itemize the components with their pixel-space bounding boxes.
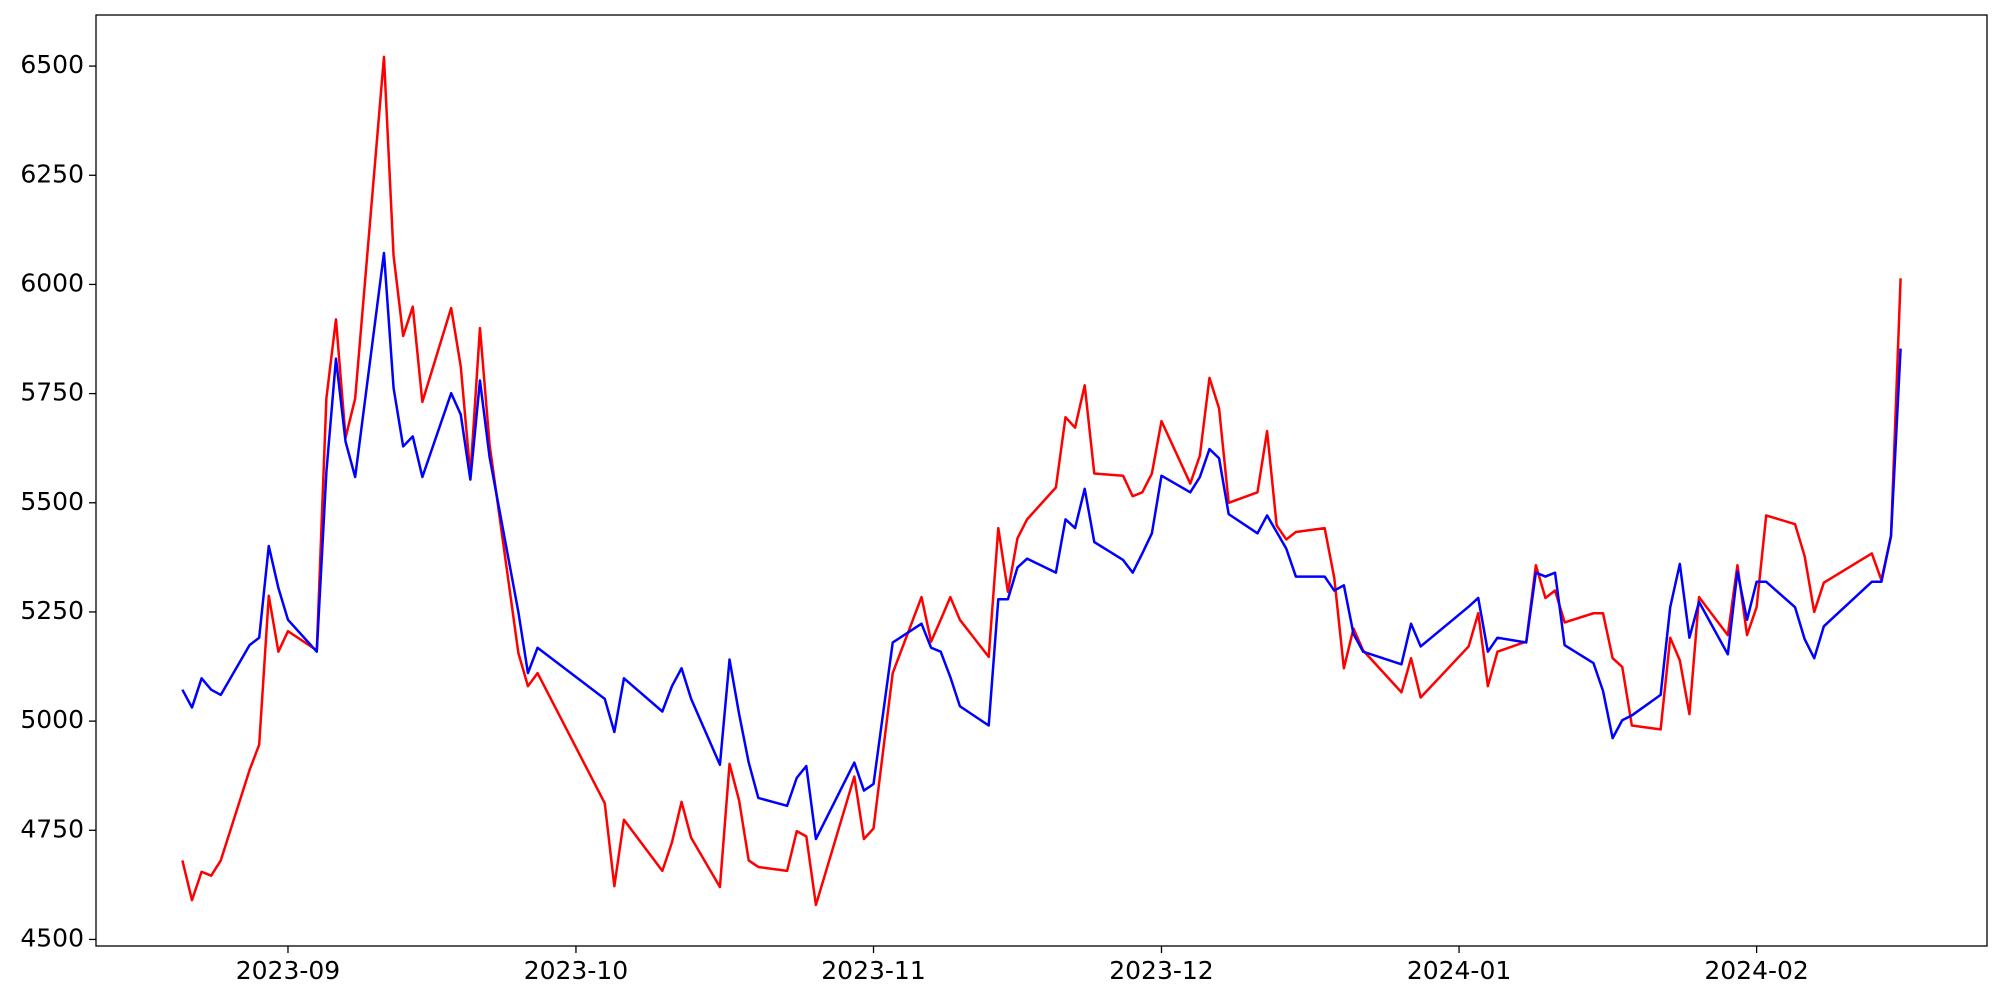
x-tick-label: 2024-02 — [1704, 956, 1808, 985]
x-tick-label: 2024-01 — [1407, 956, 1511, 985]
y-tick-label: 6250 — [20, 159, 84, 188]
series-line — [181, 251, 1902, 841]
x-tick-label: 2023-11 — [821, 956, 925, 985]
y-tick-label: 6000 — [20, 268, 84, 297]
y-tick-label: 4500 — [20, 923, 84, 952]
y-tick-label: 6500 — [20, 50, 84, 79]
y-tick-label: 5500 — [20, 487, 84, 516]
y-tick-label: 5250 — [20, 596, 84, 625]
y-tick-label: 5750 — [20, 378, 84, 407]
x-tick-label: 2023-10 — [524, 956, 628, 985]
y-tick-label: 4750 — [20, 814, 84, 843]
series-line — [181, 55, 1902, 907]
x-tick-label: 2023-12 — [1109, 956, 1213, 985]
plot-frame — [95, 14, 1988, 947]
x-tick-label: 2023-09 — [236, 956, 340, 985]
y-tick-label: 5000 — [20, 705, 84, 734]
